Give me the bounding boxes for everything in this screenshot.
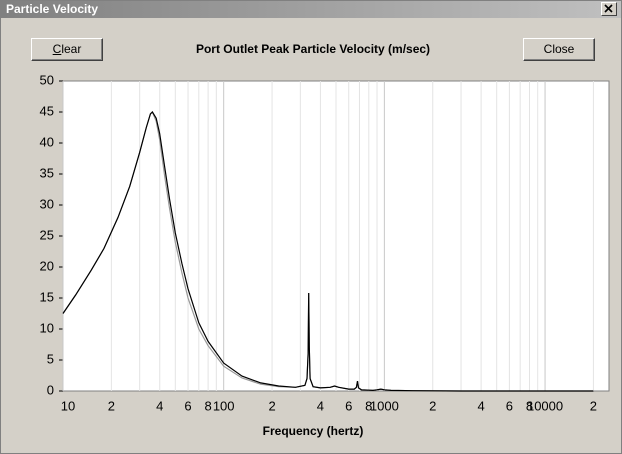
window-title: Particle Velocity — [6, 2, 99, 16]
y-tick-label: 20 — [40, 258, 54, 273]
clear-button[interactable]: Clear — [31, 38, 103, 61]
x-tick-label: 1000 — [370, 398, 399, 413]
x-tick-label: 100 — [213, 398, 235, 413]
x-tick-label: 8 — [365, 398, 372, 413]
x-tick-label: 2 — [429, 398, 436, 413]
x-axis-label: Frequency (hertz) — [263, 424, 364, 438]
x-tick-label: 2 — [590, 398, 597, 413]
close-button[interactable]: Close — [523, 38, 595, 61]
y-tick-label: 35 — [40, 165, 54, 180]
x-tick-label: 6 — [506, 398, 513, 413]
y-tick-label: 30 — [40, 196, 54, 211]
y-tick-label: 5 — [47, 351, 54, 366]
x-tick-label: 10 — [61, 398, 75, 413]
y-tick-label: 15 — [40, 289, 54, 304]
y-tick-label: 45 — [40, 103, 54, 118]
close-x — [604, 4, 613, 13]
chart-title: Port Outlet Peak Particle Velocity (m/se… — [196, 42, 430, 56]
close-icon[interactable] — [601, 2, 617, 16]
series-line — [62, 111, 594, 392]
x-tick-label: 8 — [204, 398, 211, 413]
x-tick-label: 4 — [477, 398, 484, 413]
x-tick-label: 4 — [156, 398, 163, 413]
x-tick-label: 6 — [184, 398, 191, 413]
x-tick-label: 4 — [317, 398, 324, 413]
x-tick-label: 10000 — [527, 398, 563, 413]
x-tick-label: 8 — [526, 398, 533, 413]
title-bar: Particle Velocity — [1, 1, 621, 18]
x-tick-label: 2 — [108, 398, 115, 413]
y-tick-label: 40 — [40, 134, 54, 149]
y-tick-label: 0 — [47, 382, 54, 397]
x-tick-label: 6 — [345, 398, 352, 413]
x-tick-label: 2 — [268, 398, 275, 413]
y-tick-label: 25 — [40, 227, 54, 242]
y-tick-label: 10 — [40, 320, 54, 335]
y-tick-label: 50 — [40, 72, 54, 87]
